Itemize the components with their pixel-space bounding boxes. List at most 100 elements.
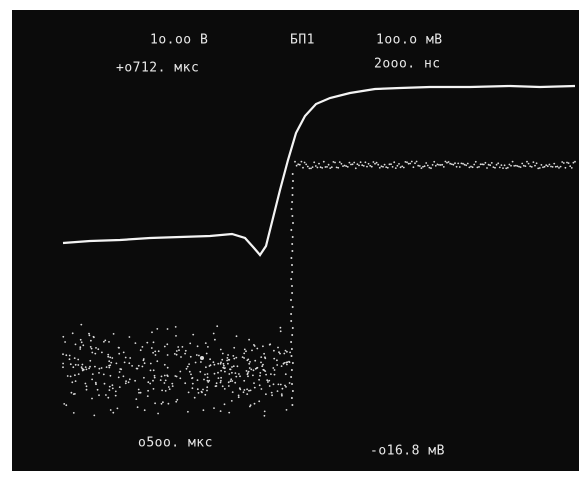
trace-dot: [545, 164, 547, 166]
trace-dot: [118, 353, 120, 355]
trace-dot: [328, 164, 330, 166]
trace-dot: [292, 390, 294, 392]
trace-dot: [179, 371, 181, 373]
trace-dot: [305, 164, 307, 166]
trace-dot: [547, 165, 549, 167]
trace-dot: [220, 410, 222, 412]
trace-dot: [296, 165, 298, 167]
trace-dot: [70, 363, 72, 365]
trace-dot: [445, 161, 447, 163]
trace-dot: [273, 350, 275, 352]
trace-dot: [243, 357, 245, 359]
trace-dot: [238, 396, 240, 398]
trace-dot: [137, 406, 139, 408]
trace-dot: [285, 350, 287, 352]
trace-dot: [223, 367, 225, 369]
trace-dot: [292, 194, 294, 196]
trace-dot: [355, 167, 357, 169]
trace-dot: [217, 372, 219, 374]
trace-dot: [95, 382, 97, 384]
trace-dot: [205, 342, 207, 344]
trace-dot: [82, 364, 84, 366]
trace-dot: [573, 162, 575, 164]
trace-dot: [481, 163, 483, 165]
trace-dot: [90, 346, 92, 348]
trace-dot: [165, 390, 167, 392]
trace-dot: [111, 357, 113, 359]
trace-dot: [525, 165, 527, 167]
trace-dot: [203, 379, 205, 381]
trace-dot: [253, 369, 255, 371]
trace-dot: [272, 367, 274, 369]
trace-dot: [62, 363, 64, 365]
trace-dot: [430, 167, 432, 169]
trace-dot: [374, 163, 376, 165]
trace-dot: [155, 354, 157, 356]
trace-dot: [186, 368, 188, 370]
trace-dot: [502, 167, 504, 169]
trace-dot: [228, 381, 230, 383]
trace-dot: [73, 412, 75, 414]
readout: +о712. мкс: [116, 61, 199, 76]
trace-dot: [339, 161, 341, 163]
trace-dot: [200, 361, 202, 363]
trace-dot: [256, 348, 258, 350]
trace-dot: [409, 163, 411, 165]
trace-dot: [239, 375, 241, 377]
trace-dot: [180, 356, 182, 358]
trace-dot: [440, 164, 442, 166]
trace-dot: [357, 163, 359, 165]
trace-dot: [202, 389, 204, 391]
trace-dot: [110, 375, 112, 377]
trace-dot: [453, 164, 455, 166]
trace-dot: [134, 380, 136, 382]
trace-dot: [85, 366, 87, 368]
trace-dot: [129, 357, 131, 359]
trace-dot: [382, 166, 384, 168]
trace-dot: [107, 397, 109, 399]
trace-dot: [233, 358, 235, 360]
trace-dot: [62, 336, 64, 338]
trace-dot: [67, 375, 69, 377]
trace-dot: [329, 167, 331, 169]
trace-dot: [397, 165, 399, 167]
trace-dot: [153, 369, 155, 371]
trace-dot: [90, 340, 92, 342]
trace-dot: [220, 363, 222, 365]
trace-dot: [64, 341, 66, 343]
trace-dot: [144, 409, 146, 411]
trace-dot: [243, 353, 245, 355]
trace-dot: [341, 163, 343, 165]
trace-dot: [207, 377, 209, 379]
trace-dot: [164, 382, 166, 384]
trace-dot: [416, 161, 418, 163]
trace-dot: [95, 347, 97, 349]
trace-dot: [425, 162, 427, 164]
trace-dot: [116, 363, 118, 365]
trace-dot: [486, 167, 488, 169]
trace-dot: [461, 163, 463, 165]
trace-dot: [195, 362, 197, 364]
trace-dot: [320, 166, 322, 168]
trace-dot: [384, 164, 386, 166]
trace-dot: [176, 399, 178, 401]
trace-dot: [72, 332, 74, 334]
trace-dot: [291, 215, 293, 217]
trace-dot: [213, 333, 215, 335]
trace-dot: [252, 375, 254, 377]
trace-dot: [110, 362, 112, 364]
trace-dot: [569, 165, 571, 167]
trace-dot: [555, 166, 557, 168]
trace-dot: [91, 398, 93, 400]
trace-dot: [566, 162, 568, 164]
trace-dot: [167, 328, 169, 330]
trace-dot: [353, 162, 355, 164]
trace-dot: [93, 415, 95, 417]
trace-dot: [544, 166, 546, 168]
trace-dot: [309, 168, 311, 170]
trace-dot: [167, 375, 169, 377]
trace-dot: [274, 374, 276, 376]
trace-dot: [162, 401, 164, 403]
trace-dot: [401, 166, 403, 168]
trace-dot: [62, 366, 64, 368]
